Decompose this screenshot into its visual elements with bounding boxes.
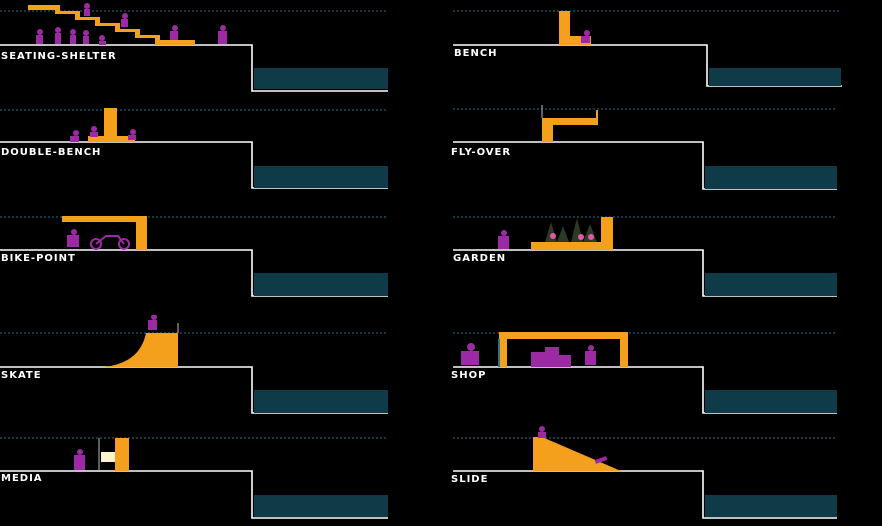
panel-slide: SLIDE xyxy=(441,420,882,525)
section-drawing xyxy=(0,216,388,297)
bike-shelter-icon xyxy=(62,216,147,250)
skate-ramp-icon xyxy=(104,333,178,367)
panel-label: GARDEN xyxy=(453,253,507,264)
person-icon xyxy=(74,449,85,470)
people-icon xyxy=(70,126,136,142)
media-pillar-icon xyxy=(115,438,129,471)
panel-shop: SHOP xyxy=(441,315,882,420)
people-icon xyxy=(461,343,596,365)
panel-seating-shelter: SEATING-SHELTER xyxy=(0,0,441,105)
panel-media: MEDIA xyxy=(0,420,441,525)
section-drawing xyxy=(0,3,388,92)
screen-icon xyxy=(101,452,115,462)
person-icon xyxy=(67,229,79,247)
person-icon xyxy=(581,30,590,43)
double-bench-icon xyxy=(88,108,117,142)
people-icon xyxy=(538,426,608,464)
panel-label: SKATE xyxy=(1,370,42,381)
section-drawing xyxy=(453,332,837,414)
panel-double-bench: DOUBLE-BENCH xyxy=(0,105,441,210)
panel-label: SHOP xyxy=(451,370,487,381)
panel-garden: GARDEN xyxy=(441,210,882,315)
skater-icon xyxy=(148,315,157,330)
panel-skate: SKATE xyxy=(0,315,441,420)
stepped-shelter-icon xyxy=(28,5,195,45)
panel-label: FLY-OVER xyxy=(451,147,512,158)
flowers-icon xyxy=(550,233,594,240)
panel-bike-point: BIKE-POINT xyxy=(0,210,441,315)
bicycle-icon xyxy=(90,235,130,250)
section-drawing xyxy=(453,426,837,519)
fly-over-icon xyxy=(542,110,598,142)
section-drawing xyxy=(0,437,388,519)
garden-wall-icon xyxy=(601,217,613,250)
panel-bench: BENCH xyxy=(441,0,882,105)
panel-label: SEATING-SHELTER xyxy=(1,51,117,62)
panel-label: DOUBLE-BENCH xyxy=(1,147,102,158)
merchandise-icon xyxy=(531,347,571,367)
panel-label: BIKE-POINT xyxy=(1,253,76,264)
panel-label: MEDIA xyxy=(1,473,43,484)
section-drawing xyxy=(0,315,388,414)
panel-fly-over: FLY-OVER xyxy=(441,105,882,210)
section-drawing xyxy=(453,216,837,297)
shop-frame-icon xyxy=(499,332,628,367)
person-icon xyxy=(498,230,509,249)
section-drawing xyxy=(0,108,388,189)
garden-planter-icon xyxy=(531,242,601,250)
panel-label: SLIDE xyxy=(451,474,489,485)
panel-label: BENCH xyxy=(454,48,498,59)
section-drawing xyxy=(453,105,837,190)
people-icon xyxy=(36,3,227,45)
slide-icon xyxy=(533,437,621,471)
section-drawing xyxy=(453,10,842,87)
